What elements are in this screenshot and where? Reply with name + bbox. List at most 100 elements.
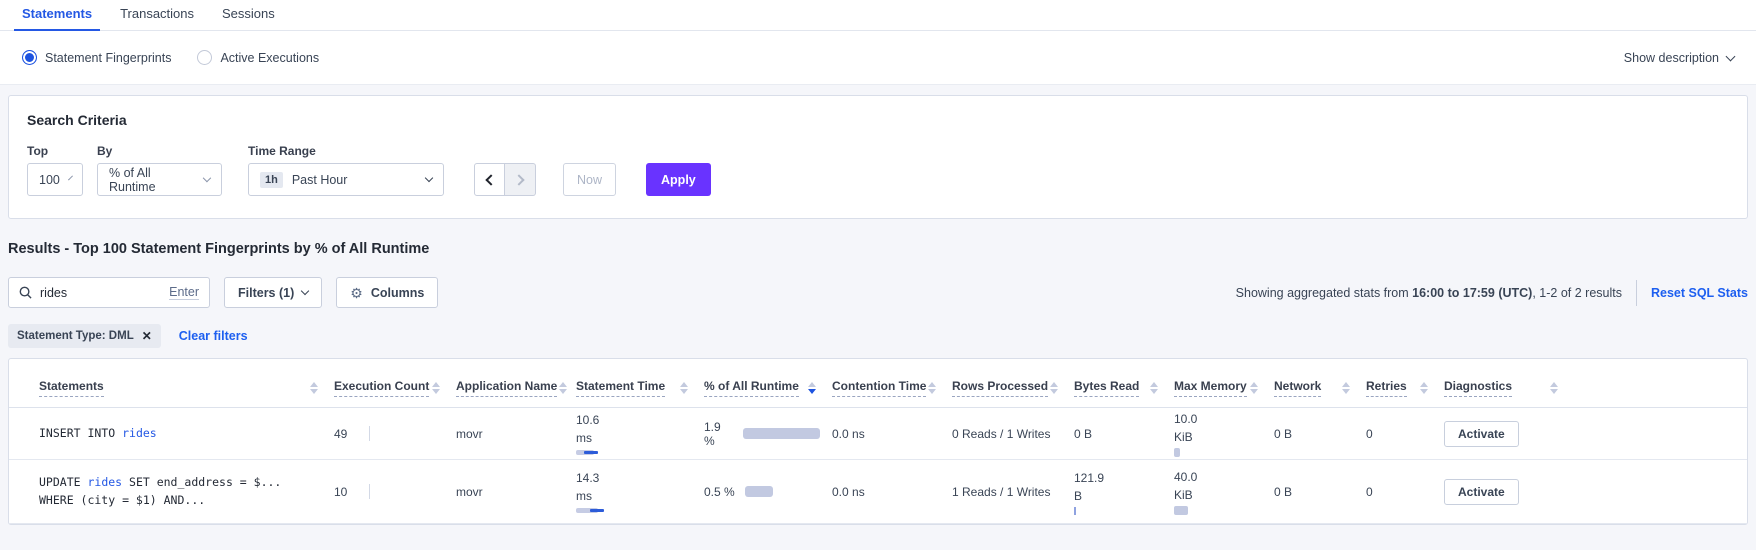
top-select[interactable]: 100 bbox=[27, 163, 83, 196]
tab-transactions[interactable]: Transactions bbox=[120, 6, 195, 21]
time-range-pager bbox=[474, 163, 536, 196]
top-label: Top bbox=[27, 144, 49, 158]
sort-icon[interactable] bbox=[678, 380, 690, 396]
columns-label: Columns bbox=[370, 285, 425, 300]
show-description-toggle[interactable]: Show description bbox=[1623, 50, 1736, 65]
rows-processed-cell: 0 Reads / 1 Writes bbox=[952, 426, 1051, 441]
time-range-value: Past Hour bbox=[291, 172, 348, 187]
sort-icon[interactable] bbox=[557, 380, 569, 396]
bytes-read-bar bbox=[1074, 506, 1076, 515]
application-name-cell: movr bbox=[456, 426, 483, 441]
col-header-runtime-pct: % of All Runtime bbox=[704, 379, 832, 397]
sort-icon-active[interactable] bbox=[806, 380, 818, 396]
radio-statement-fingerprints[interactable]: Statement Fingerprints bbox=[22, 50, 171, 65]
gear-icon: ⚙ bbox=[350, 284, 363, 301]
statement-link[interactable]: INSERT INTO rides bbox=[39, 425, 157, 440]
radio-label: Statement Fingerprints bbox=[45, 50, 172, 65]
statement-link[interactable]: UPDATE rides SET end_address = $... WHER… bbox=[39, 474, 282, 507]
search-criteria-card: Search Criteria Top 100 By % of All Runt… bbox=[8, 95, 1748, 219]
execution-count-cell: 10 bbox=[334, 484, 456, 499]
contention-time-cell: 0.0 ns bbox=[832, 426, 865, 441]
sort-icon[interactable] bbox=[1340, 380, 1352, 396]
activate-button[interactable]: Activate bbox=[1444, 478, 1519, 505]
retries-cell: 0 bbox=[1366, 426, 1373, 441]
tab-bar: Statements Transactions Sessions bbox=[0, 0, 1756, 31]
results-heading: Results - Top 100 Statement Fingerprints… bbox=[8, 241, 430, 257]
count-bar bbox=[369, 426, 371, 441]
network-cell: 0 B bbox=[1274, 484, 1293, 499]
search-enter-button[interactable]: Enter bbox=[169, 285, 199, 300]
tab-statements[interactable]: Statements bbox=[8, 0, 106, 31]
search-box: Enter bbox=[8, 277, 210, 308]
diagnostics-cell: Activate bbox=[1444, 478, 1574, 505]
close-icon[interactable]: ✕ bbox=[141, 329, 152, 343]
count-bar bbox=[369, 484, 371, 499]
sort-icon[interactable] bbox=[1148, 380, 1160, 396]
radio-selected-icon bbox=[22, 50, 37, 65]
by-select[interactable]: % of All Runtime bbox=[97, 163, 222, 196]
sort-icon[interactable] bbox=[1548, 380, 1560, 396]
stats-text-prefix: Showing aggregated stats from bbox=[1235, 285, 1413, 300]
by-label: By bbox=[97, 144, 113, 158]
apply-button[interactable]: Apply bbox=[646, 163, 711, 196]
application-name-cell: movr bbox=[456, 484, 483, 499]
view-toggle-row: Statement Fingerprints Active Executions… bbox=[0, 31, 1756, 85]
by-select-value: % of All Runtime bbox=[109, 165, 156, 194]
stats-time-range: 16:00 to 17:59 (UTC) bbox=[1412, 285, 1533, 300]
sort-icon[interactable] bbox=[308, 380, 320, 396]
runtime-pct-cell: 1.9 % bbox=[704, 420, 832, 448]
sort-icon[interactable] bbox=[926, 380, 938, 396]
time-next-button[interactable] bbox=[505, 163, 536, 196]
sort-icon[interactable] bbox=[1048, 380, 1060, 396]
max-memory-bar bbox=[1174, 448, 1180, 457]
sort-icon[interactable] bbox=[1248, 380, 1260, 396]
runtime-bar bbox=[744, 486, 773, 497]
filters-button[interactable]: Filters (1) bbox=[224, 277, 323, 308]
contention-time-cell: 0.0 ns bbox=[832, 484, 865, 499]
col-header-bytes-read: Bytes Read bbox=[1074, 379, 1174, 397]
vertical-divider bbox=[1635, 279, 1637, 306]
time-range-label: Time Range bbox=[248, 144, 316, 158]
time-prev-button[interactable] bbox=[474, 163, 505, 196]
radio-unselected-icon bbox=[197, 50, 213, 65]
chevron-down-icon bbox=[424, 173, 434, 183]
runtime-pct-cell: 0.5 % bbox=[704, 485, 832, 499]
filter-chip-label: Statement Type: DML bbox=[17, 330, 134, 342]
bytes-read-cell: 121.9 B bbox=[1074, 469, 1174, 515]
columns-button[interactable]: ⚙ Columns bbox=[336, 277, 439, 308]
table-row: INSERT INTO rides 49 movr 10.6 ms 1.9 % … bbox=[9, 408, 1747, 460]
max-memory-cell: 10.0 KiB bbox=[1174, 410, 1274, 457]
top-select-value: 100 bbox=[39, 172, 60, 187]
max-memory-bar bbox=[1174, 506, 1188, 515]
chevron-down-icon bbox=[301, 286, 310, 296]
chevron-down-icon bbox=[203, 173, 212, 183]
col-header-retries: Retries bbox=[1366, 379, 1444, 397]
col-header-execution-count: Execution Count bbox=[334, 379, 456, 397]
activate-button[interactable]: Activate bbox=[1444, 420, 1519, 447]
filters-label: Filters (1) bbox=[238, 285, 295, 300]
search-input[interactable] bbox=[40, 285, 162, 300]
chevron-left-icon bbox=[485, 173, 497, 186]
col-header-application-name: Application Name bbox=[456, 379, 576, 397]
reset-sql-stats-link[interactable]: Reset SQL Stats bbox=[1650, 285, 1748, 300]
time-range-select[interactable]: 1h Past Hour bbox=[248, 163, 444, 196]
col-header-statements: Statements bbox=[39, 379, 334, 397]
filter-chip-statement-type: Statement Type: DML ✕ bbox=[8, 324, 161, 348]
clear-filters-link[interactable]: Clear filters bbox=[178, 329, 248, 343]
show-description-label: Show description bbox=[1623, 50, 1719, 65]
statement-time-cell: 10.6 ms bbox=[576, 411, 704, 456]
results-summary: Showing aggregated stats from 16:00 to 1… bbox=[1235, 279, 1748, 306]
execution-count-cell: 49 bbox=[334, 426, 456, 441]
runtime-bar bbox=[743, 428, 820, 439]
results-controls-row: Enter Filters (1) ⚙ Columns Showing aggr… bbox=[8, 277, 1748, 308]
tab-sessions[interactable]: Sessions bbox=[222, 6, 275, 21]
sort-icon[interactable] bbox=[430, 380, 442, 396]
sort-icon[interactable] bbox=[1418, 380, 1430, 396]
now-button[interactable]: Now bbox=[563, 163, 617, 196]
statement-time-bar bbox=[576, 507, 626, 514]
statement-time-bar bbox=[576, 449, 626, 456]
col-header-max-memory: Max Memory bbox=[1174, 379, 1274, 397]
stats-text-suffix: , 1-2 of 2 results bbox=[1532, 285, 1622, 300]
radio-active-executions[interactable]: Active Executions bbox=[197, 50, 319, 65]
